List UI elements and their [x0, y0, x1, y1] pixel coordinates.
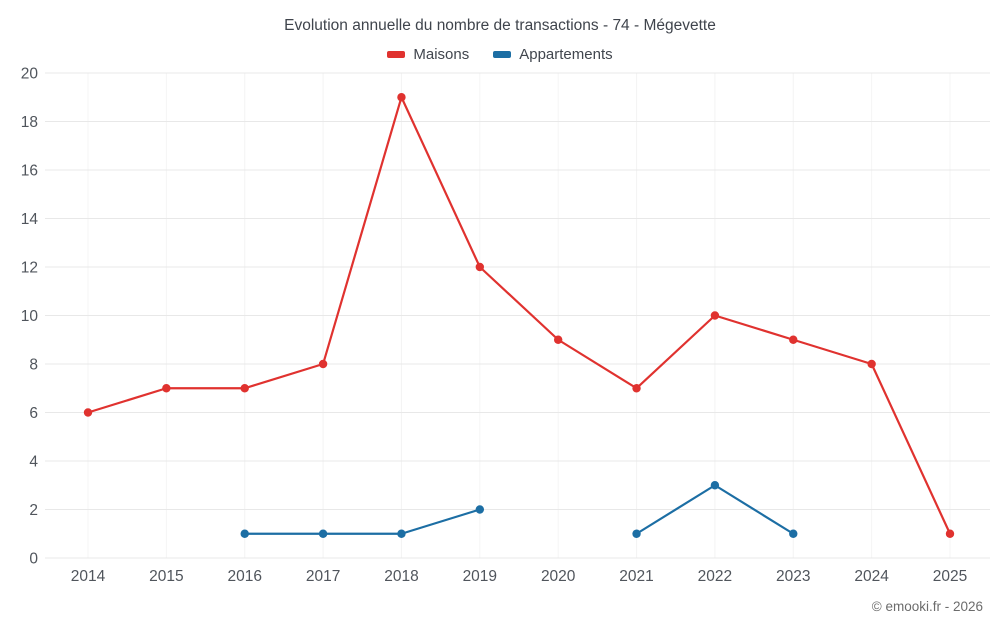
x-axis-tick-label: 2024: [854, 568, 889, 585]
legend-label-appartements: Appartements: [519, 46, 613, 63]
data-point-appartements[interactable]: [475, 505, 485, 514]
y-axis-tick-label: 2: [29, 502, 38, 519]
data-point-maisons[interactable]: [789, 335, 798, 344]
y-axis-tick-label: 8: [29, 357, 38, 374]
y-axis-tick-label: 4: [29, 454, 38, 471]
x-axis-tick-label: 2022: [698, 568, 732, 585]
data-point-maisons[interactable]: [162, 384, 171, 393]
y-axis-tick-label: 12: [21, 260, 38, 277]
maisons-swatch-icon: [387, 51, 406, 58]
y-axis-tick-label: 0: [29, 551, 38, 568]
data-point-maisons[interactable]: [945, 529, 955, 538]
data-point-appartements[interactable]: [397, 529, 406, 538]
legend: Maisons Appartements: [0, 46, 1000, 63]
data-point-maisons[interactable]: [710, 311, 720, 320]
data-point-appartements[interactable]: [710, 481, 720, 490]
data-point-maisons[interactable]: [397, 93, 406, 102]
legend-item-appartements[interactable]: Appartements: [493, 46, 613, 63]
x-axis-tick-label: 2014: [71, 568, 106, 585]
x-axis-tick-label: 2019: [463, 568, 497, 585]
y-axis-tick-label: 10: [21, 308, 39, 325]
data-point-appartements[interactable]: [632, 529, 641, 538]
data-point-maisons[interactable]: [475, 262, 485, 272]
x-axis-tick-label: 2018: [384, 568, 418, 585]
data-point-maisons[interactable]: [318, 359, 328, 369]
data-point-maisons[interactable]: [240, 384, 249, 393]
x-axis-tick-label: 2023: [776, 568, 810, 585]
copyright-text: © emooki.fr - 2026: [871, 599, 983, 614]
y-axis-tick-label: 6: [29, 405, 38, 422]
data-point-maisons[interactable]: [83, 408, 93, 417]
series-line-maisons: [86, 96, 952, 535]
x-axis-tick-label: 2015: [149, 568, 183, 585]
x-axis-tick-label: 2020: [541, 568, 576, 585]
y-axis-tick-label: 20: [21, 66, 39, 83]
data-point-maisons[interactable]: [632, 384, 641, 393]
x-axis-tick-label: 2017: [306, 568, 340, 585]
data-point-maisons[interactable]: [553, 335, 563, 344]
appartements-swatch-icon: [493, 51, 512, 58]
series-line-appartements: [243, 508, 481, 535]
x-axis-tick-label: 2021: [619, 568, 653, 585]
legend-label-maisons: Maisons: [413, 46, 470, 63]
data-point-maisons[interactable]: [867, 359, 876, 369]
data-point-appartements[interactable]: [318, 529, 328, 538]
data-point-appartements[interactable]: [789, 529, 798, 538]
y-axis-tick-label: 14: [21, 211, 39, 228]
x-axis-tick-label: 2025: [933, 568, 967, 585]
data-point-appartements[interactable]: [240, 529, 249, 538]
y-axis-tick-label: 18: [21, 114, 38, 131]
x-axis-tick-label: 2016: [227, 568, 261, 585]
chart-title: Evolution annuelle du nombre de transact…: [284, 17, 716, 34]
legend-item-maisons[interactable]: Maisons: [387, 46, 469, 63]
y-axis-tick-label: 16: [21, 163, 38, 180]
